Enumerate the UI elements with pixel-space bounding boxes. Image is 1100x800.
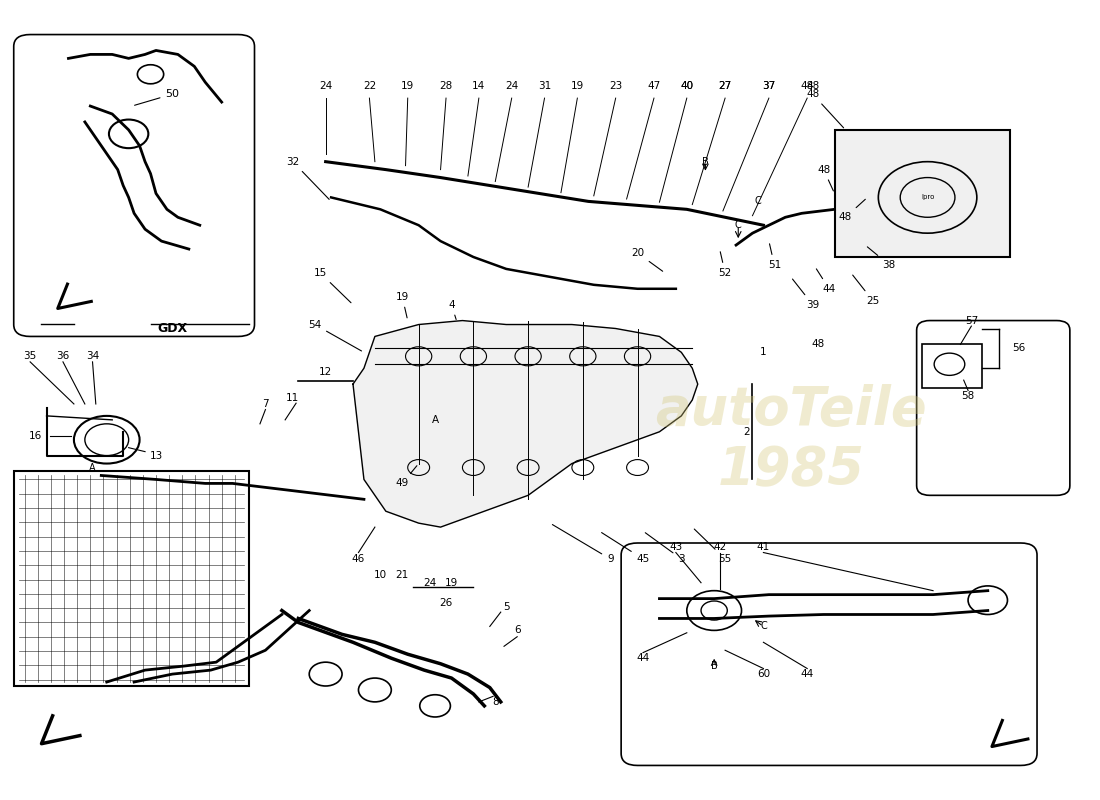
Text: 45: 45 (602, 533, 650, 564)
Text: 15: 15 (314, 268, 351, 302)
Text: 49: 49 (396, 466, 417, 489)
Text: 52: 52 (718, 252, 732, 278)
Text: 19: 19 (571, 81, 584, 91)
Text: 22: 22 (363, 81, 376, 91)
Text: 19: 19 (444, 578, 458, 588)
Text: 19: 19 (396, 292, 409, 318)
Text: 16: 16 (29, 430, 42, 441)
Text: 26: 26 (439, 598, 453, 607)
Text: 44: 44 (801, 669, 814, 679)
Text: 50: 50 (134, 89, 179, 106)
Text: 20: 20 (631, 248, 662, 271)
Text: C: C (760, 622, 767, 631)
Bar (922, 344, 982, 388)
Text: A: A (89, 462, 96, 473)
Text: 47: 47 (647, 81, 661, 91)
Text: 57: 57 (965, 315, 978, 326)
Text: C: C (735, 220, 741, 230)
Text: 44: 44 (816, 269, 836, 294)
Polygon shape (353, 321, 697, 527)
Text: 27: 27 (718, 81, 732, 91)
Text: 25: 25 (852, 275, 880, 306)
Text: 46: 46 (352, 554, 365, 564)
Text: 27: 27 (718, 81, 732, 91)
Bar (835, 130, 1010, 257)
Text: 24: 24 (319, 81, 332, 91)
Text: 43: 43 (669, 542, 682, 552)
Text: lpro: lpro (921, 194, 934, 201)
Text: GDX: GDX (157, 322, 187, 335)
Text: A: A (431, 415, 439, 425)
Text: 2: 2 (744, 426, 750, 437)
Text: 48: 48 (806, 89, 844, 128)
Text: 23: 23 (609, 81, 623, 91)
Text: 48: 48 (839, 199, 866, 222)
Text: 6: 6 (514, 626, 520, 635)
Text: B: B (702, 157, 708, 166)
Text: 14: 14 (472, 81, 485, 91)
Text: 8: 8 (492, 697, 498, 707)
Text: 13: 13 (150, 450, 163, 461)
Text: 11: 11 (286, 394, 299, 403)
Text: 4: 4 (448, 300, 456, 319)
Text: 40: 40 (680, 81, 693, 91)
Text: 37: 37 (762, 81, 776, 91)
Text: C: C (755, 196, 761, 206)
Text: 3: 3 (646, 533, 684, 564)
Text: 41: 41 (757, 542, 770, 552)
Text: 24: 24 (424, 578, 437, 588)
Text: 56: 56 (1012, 343, 1025, 354)
Text: 35: 35 (23, 351, 36, 362)
Text: 32: 32 (286, 157, 329, 199)
Text: 28: 28 (439, 81, 453, 91)
Text: B: B (711, 661, 717, 671)
Text: 60: 60 (757, 669, 770, 679)
Bar (13, 471, 249, 686)
Text: 36: 36 (56, 351, 69, 362)
Text: autoTeile
1985: autoTeile 1985 (654, 384, 926, 496)
Text: 24: 24 (505, 81, 518, 91)
Text: 19: 19 (402, 81, 415, 91)
Text: 9: 9 (552, 525, 614, 564)
Text: 48: 48 (817, 165, 834, 191)
Text: 48: 48 (812, 339, 825, 350)
Text: 7: 7 (262, 399, 268, 409)
Text: 34: 34 (86, 351, 99, 362)
Text: 5: 5 (503, 602, 509, 611)
Text: 55: 55 (694, 529, 732, 564)
Text: 39: 39 (792, 279, 820, 310)
Text: 21: 21 (396, 570, 409, 580)
Text: 54: 54 (308, 319, 362, 351)
Text: 38: 38 (867, 247, 895, 270)
Text: 58: 58 (961, 391, 975, 401)
Text: 44: 44 (637, 653, 650, 663)
Text: 10: 10 (374, 570, 387, 580)
Text: 1: 1 (760, 347, 767, 358)
Text: 48: 48 (801, 81, 814, 91)
Text: 51: 51 (768, 244, 781, 270)
Text: 12: 12 (319, 367, 332, 377)
Text: 42: 42 (713, 542, 726, 552)
Text: 40: 40 (680, 81, 693, 91)
Text: 31: 31 (538, 81, 551, 91)
Text: 37: 37 (762, 81, 776, 91)
Text: 48: 48 (806, 81, 820, 91)
